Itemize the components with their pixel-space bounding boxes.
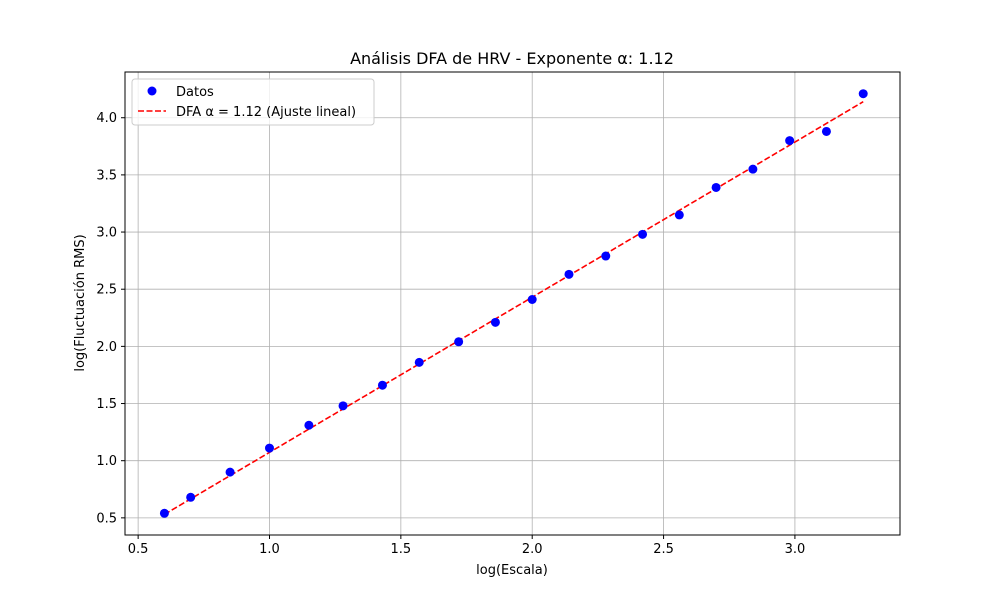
data-point [225,467,235,477]
y-tick-label: 2.0 [96,340,117,355]
data-point [821,126,831,136]
y-tick-label: 3.0 [96,226,117,241]
y-tick-label: 3.5 [96,168,117,183]
x-axis-label: log(Escala) [476,563,548,578]
legend-box [131,78,375,126]
data-point [304,420,314,430]
data-point [785,136,795,146]
data-point [414,357,424,367]
data-point [454,337,464,347]
legend: Datos DFA α = 1.12 (Ajuste lineal) [131,78,375,126]
chart-title: Análisis DFA de HRV - Exponente α: 1.12 [350,49,674,68]
data-point [858,89,868,99]
data-point [674,210,684,220]
data-point [564,269,574,279]
y-tick-label: 1.5 [96,397,117,412]
data-point [159,508,169,518]
legend-label-fit: DFA α = 1.12 (Ajuste lineal) [176,105,356,120]
data-point [527,294,537,304]
x-tick-label: 3.0 [785,542,806,557]
legend-label-datos: Datos [176,85,214,100]
plot-frame [124,71,901,536]
data-point [186,492,196,502]
data-point [338,401,348,411]
data-points-layer [159,89,868,518]
x-tick-label: 1.5 [391,542,412,557]
x-tick-label: 2.0 [522,542,543,557]
data-point [711,182,721,192]
y-axis-ticks: 0.5 1.0 1.5 2.0 2.5 3.0 3.5 4.0 [96,111,125,526]
data-point [601,251,611,261]
y-tick-label: 0.5 [96,511,117,526]
y-tick-label: 4.0 [96,111,117,126]
data-point [638,229,648,239]
data-point [377,380,387,390]
x-tick-label: 2.5 [653,542,674,557]
fit-line [163,101,864,516]
y-axis-label: log(Fluctuación RMS) [73,234,88,371]
fit-line-layer [163,101,864,516]
y-tick-label: 2.5 [96,283,117,298]
x-axis-ticks: 0.5 1.0 1.5 2.0 2.5 3.0 [128,535,805,557]
legend-marker-datos [147,86,157,96]
data-point [264,443,274,453]
data-point [748,164,758,174]
x-tick-label: 1.0 [259,542,280,557]
y-tick-label: 1.0 [96,454,117,469]
data-point [490,317,500,327]
x-tick-label: 0.5 [128,542,149,557]
